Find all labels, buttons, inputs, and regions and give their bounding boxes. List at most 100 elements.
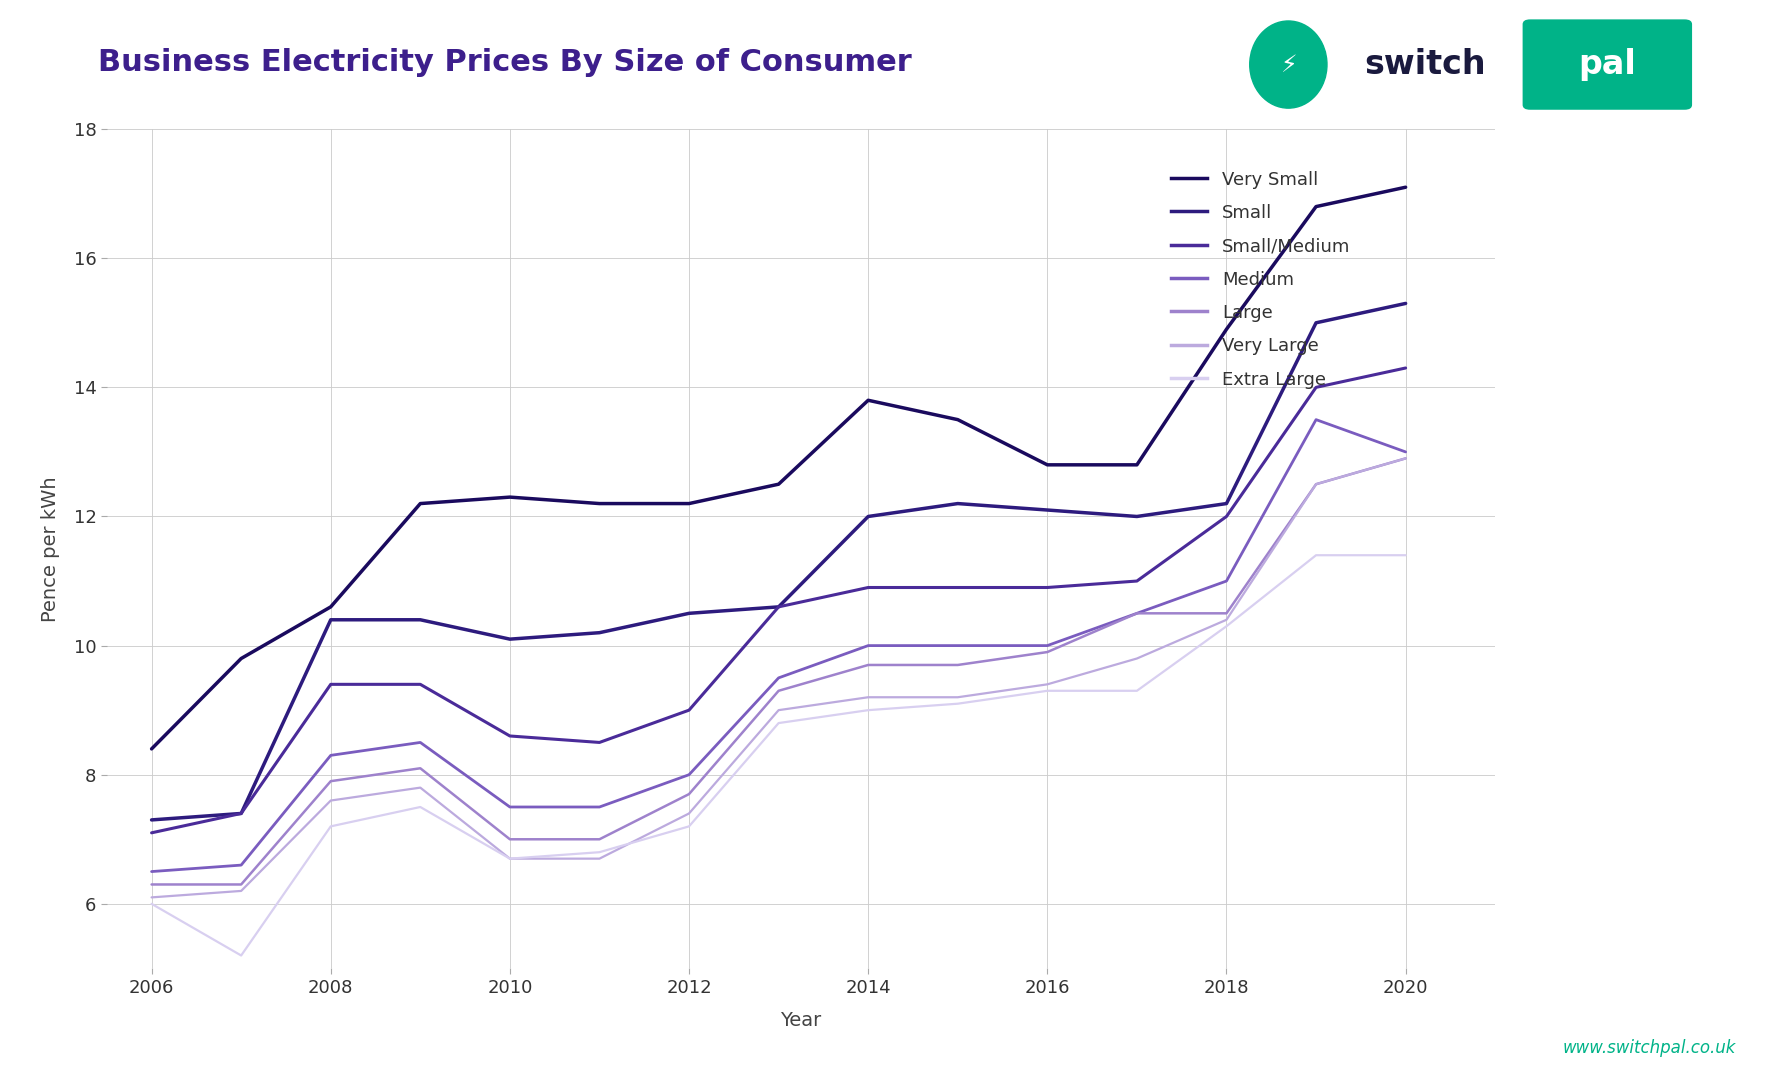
Large — [678, 788, 700, 801]
Small — [678, 607, 700, 620]
Very Small — [141, 742, 162, 755]
Very Small — [1216, 323, 1237, 336]
Small — [498, 633, 520, 646]
Medium — [141, 865, 162, 878]
Small — [858, 510, 879, 523]
Extra Large — [141, 897, 162, 910]
Small — [947, 497, 968, 510]
Very Large — [409, 781, 431, 794]
Extra Large — [1216, 620, 1237, 633]
Large — [947, 659, 968, 671]
Large — [1127, 607, 1148, 620]
Small/Medium — [141, 826, 162, 839]
Small — [409, 613, 431, 626]
Text: pal: pal — [1579, 48, 1636, 81]
FancyBboxPatch shape — [1522, 19, 1693, 110]
Extra Large — [230, 949, 251, 962]
Small/Medium — [767, 600, 789, 613]
Medium — [498, 801, 520, 813]
Legend: Very Small, Small, Small/Medium, Medium, Large, Very Large, Extra Large: Very Small, Small, Small/Medium, Medium,… — [1164, 164, 1358, 396]
Very Small — [947, 413, 968, 426]
Line: Small/Medium: Small/Medium — [151, 368, 1406, 833]
Medium — [409, 736, 431, 749]
Small/Medium — [409, 678, 431, 691]
Medium — [1036, 639, 1057, 652]
Very Small — [858, 394, 879, 407]
Small — [141, 813, 162, 826]
Line: Medium: Medium — [151, 420, 1406, 872]
Large — [1305, 478, 1326, 491]
Large — [141, 878, 162, 891]
Small/Medium — [858, 581, 879, 594]
Very Large — [1305, 478, 1326, 491]
Large — [1036, 646, 1057, 659]
Extra Large — [589, 846, 611, 859]
Very Large — [320, 794, 342, 807]
Medium — [1305, 413, 1326, 426]
Small/Medium — [678, 704, 700, 717]
Large — [589, 833, 611, 846]
Very Small — [1036, 458, 1057, 471]
Very Large — [141, 891, 162, 904]
Extra Large — [767, 717, 789, 730]
Text: switch: switch — [1365, 48, 1486, 81]
Large — [767, 684, 789, 697]
Small/Medium — [230, 807, 251, 820]
Medium — [230, 859, 251, 872]
Medium — [858, 639, 879, 652]
Medium — [320, 749, 342, 762]
Text: ⚡: ⚡ — [1280, 53, 1296, 76]
Extra Large — [858, 704, 879, 717]
Very Large — [1396, 452, 1417, 465]
Extra Large — [947, 697, 968, 710]
Very Small — [1305, 200, 1326, 213]
Small — [320, 613, 342, 626]
Line: Extra Large: Extra Large — [151, 555, 1406, 955]
Very Large — [767, 704, 789, 717]
Very Large — [1036, 678, 1057, 691]
Small — [1127, 510, 1148, 523]
Small — [1396, 297, 1417, 310]
Small — [230, 807, 251, 820]
Large — [409, 762, 431, 775]
Very Large — [498, 852, 520, 865]
Small/Medium — [1127, 575, 1148, 587]
Very Large — [858, 691, 879, 704]
Text: Business Electricity Prices By Size of Consumer: Business Electricity Prices By Size of C… — [98, 48, 911, 77]
Medium — [947, 639, 968, 652]
Y-axis label: Pence per kWh: Pence per kWh — [41, 476, 59, 622]
Large — [498, 833, 520, 846]
Very Large — [678, 807, 700, 820]
Large — [1396, 452, 1417, 465]
Line: Very Large: Very Large — [151, 458, 1406, 897]
Small — [1305, 316, 1326, 329]
Extra Large — [498, 852, 520, 865]
Very Small — [767, 478, 789, 491]
Very Large — [947, 691, 968, 704]
Extra Large — [678, 820, 700, 833]
Small — [767, 600, 789, 613]
Line: Small: Small — [151, 303, 1406, 820]
Very Large — [230, 884, 251, 897]
Small — [1216, 497, 1237, 510]
Very Small — [1127, 458, 1148, 471]
Text: www.switchpal.co.uk: www.switchpal.co.uk — [1563, 1038, 1736, 1057]
Small/Medium — [589, 736, 611, 749]
Extra Large — [320, 820, 342, 833]
Ellipse shape — [1250, 22, 1328, 109]
Extra Large — [409, 801, 431, 813]
Line: Large: Large — [151, 458, 1406, 884]
Very Small — [678, 497, 700, 510]
Small/Medium — [320, 678, 342, 691]
X-axis label: Year: Year — [780, 1010, 822, 1030]
Extra Large — [1305, 549, 1326, 562]
Line: Very Small: Very Small — [151, 187, 1406, 749]
Extra Large — [1396, 549, 1417, 562]
Very Small — [230, 652, 251, 665]
Large — [230, 878, 251, 891]
Extra Large — [1036, 684, 1057, 697]
Medium — [1127, 607, 1148, 620]
Very Small — [498, 491, 520, 504]
Small/Medium — [1216, 510, 1237, 523]
Small — [1036, 504, 1057, 516]
